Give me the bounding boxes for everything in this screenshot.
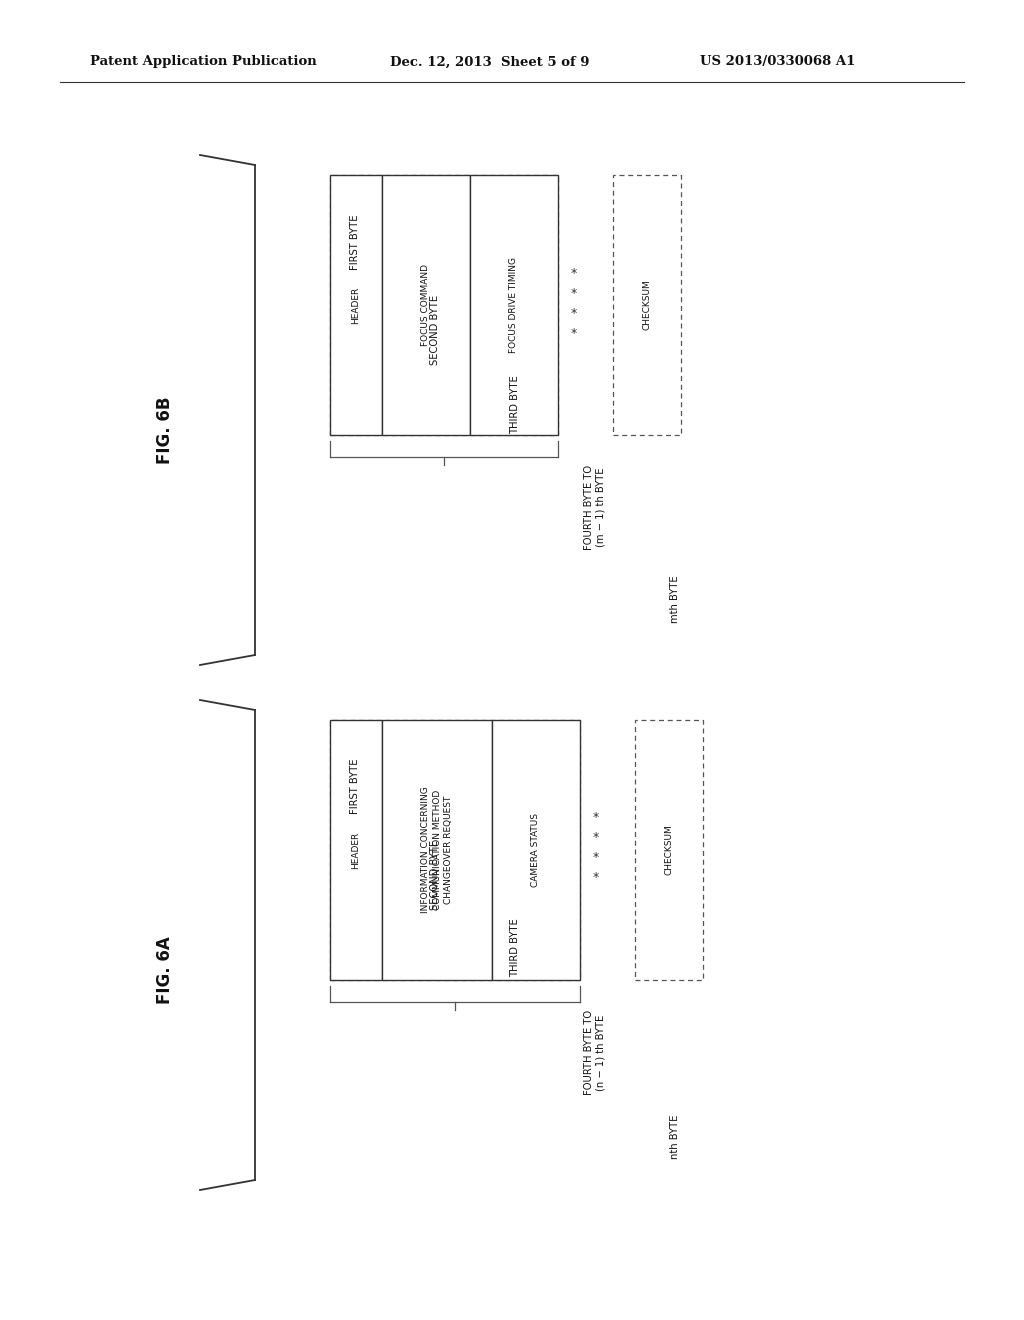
Text: FOURTH BYTE TO
(m − 1) th BYTE: FOURTH BYTE TO (m − 1) th BYTE bbox=[585, 465, 606, 550]
Text: INFORMATION CONCERNING
COMMUNICATION METHOD
CHANGEOVER REQUEST: INFORMATION CONCERNING COMMUNICATION MET… bbox=[422, 787, 453, 913]
Bar bbox=[330, 719, 580, 979]
Text: FOURTH BYTE TO
(n − 1) th BYTE: FOURTH BYTE TO (n − 1) th BYTE bbox=[585, 1010, 606, 1096]
Text: FOCUS DRIVE TIMING: FOCUS DRIVE TIMING bbox=[510, 257, 518, 352]
Text: *: * bbox=[593, 812, 599, 825]
Bar bbox=[635, 719, 703, 979]
Bar bbox=[330, 176, 382, 436]
Text: CHECKSUM: CHECKSUM bbox=[642, 280, 651, 330]
Bar bbox=[330, 719, 382, 979]
Text: FIRST BYTE: FIRST BYTE bbox=[350, 215, 360, 271]
Text: nth BYTE: nth BYTE bbox=[670, 1115, 680, 1159]
Text: Dec. 12, 2013  Sheet 5 of 9: Dec. 12, 2013 Sheet 5 of 9 bbox=[390, 55, 590, 69]
Text: FIG. 6B: FIG. 6B bbox=[156, 396, 174, 463]
Text: *: * bbox=[593, 851, 599, 865]
Text: HEADER: HEADER bbox=[351, 832, 360, 869]
Text: SECOND BYTE: SECOND BYTE bbox=[430, 840, 440, 909]
Text: CAMERA STATUS: CAMERA STATUS bbox=[531, 813, 541, 887]
Text: CHECKSUM: CHECKSUM bbox=[665, 825, 674, 875]
Text: *: * bbox=[570, 326, 578, 339]
Text: *: * bbox=[570, 306, 578, 319]
Text: US 2013/0330068 A1: US 2013/0330068 A1 bbox=[700, 55, 855, 69]
Text: FOCUS COMMAND: FOCUS COMMAND bbox=[422, 264, 430, 346]
Text: SECOND BYTE: SECOND BYTE bbox=[430, 294, 440, 366]
Bar bbox=[382, 719, 492, 979]
Text: FIG. 6A: FIG. 6A bbox=[156, 936, 174, 1005]
Text: THIRD BYTE: THIRD BYTE bbox=[510, 917, 520, 977]
Text: HEADER: HEADER bbox=[351, 286, 360, 323]
Text: THIRD BYTE: THIRD BYTE bbox=[510, 375, 520, 434]
Bar bbox=[382, 176, 470, 436]
Text: *: * bbox=[593, 832, 599, 845]
Text: mth BYTE: mth BYTE bbox=[670, 576, 680, 623]
Bar bbox=[470, 176, 558, 436]
Bar bbox=[613, 176, 681, 436]
Text: FIRST BYTE: FIRST BYTE bbox=[350, 758, 360, 813]
Text: *: * bbox=[570, 286, 578, 300]
Bar bbox=[492, 719, 580, 979]
Text: *: * bbox=[570, 267, 578, 280]
Text: Patent Application Publication: Patent Application Publication bbox=[90, 55, 316, 69]
Bar bbox=[330, 176, 558, 436]
Text: *: * bbox=[593, 871, 599, 884]
